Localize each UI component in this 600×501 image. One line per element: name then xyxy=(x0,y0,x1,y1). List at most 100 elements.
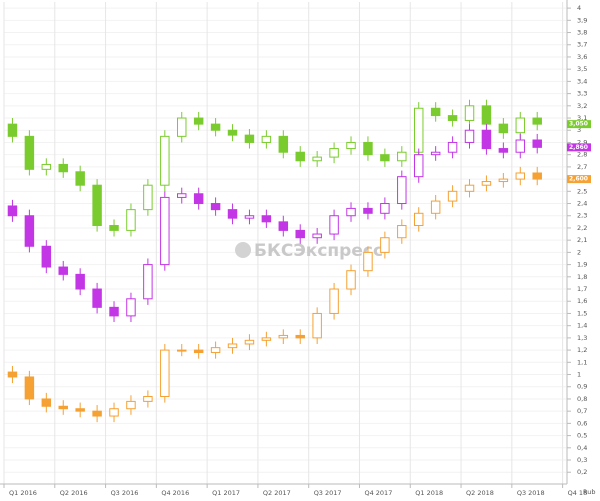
y-tick-label: 1,7 xyxy=(577,285,587,293)
y-tick-label: 0,8 xyxy=(577,395,587,403)
candle-body xyxy=(143,396,153,402)
candle-body xyxy=(515,139,526,153)
y-tick-label: 3,5 xyxy=(577,65,587,73)
y-tick-label: 3 xyxy=(577,126,581,134)
y-tick-label: 3,3 xyxy=(577,90,587,98)
y-tick-label: 2,1 xyxy=(577,236,587,244)
candle-body xyxy=(413,212,424,227)
candle-body xyxy=(295,334,305,339)
candle-body xyxy=(58,266,68,275)
y-tick-label: 2,8 xyxy=(577,151,587,159)
candle-body xyxy=(363,141,373,156)
candle-body xyxy=(413,154,424,178)
watermark: БКСЭкспресс xyxy=(254,241,383,261)
candle-body xyxy=(160,135,170,186)
candle-body xyxy=(380,203,390,214)
y-tick-label: 0,9 xyxy=(577,383,587,391)
candle-body xyxy=(430,151,441,156)
candle-body xyxy=(193,117,204,125)
candle-body xyxy=(532,117,542,125)
candle-body xyxy=(41,398,52,407)
candle-body xyxy=(329,148,339,158)
candle-body xyxy=(295,151,305,162)
y-tick-label: 3,6 xyxy=(577,53,587,61)
candle-body xyxy=(329,288,339,314)
candle-body xyxy=(193,349,204,354)
candle-body xyxy=(380,237,390,253)
candle-body xyxy=(481,181,492,186)
candle-body xyxy=(126,209,136,231)
candle-body xyxy=(532,139,542,148)
candle-body xyxy=(397,151,407,162)
x-tick-label: Q3 2016 xyxy=(111,489,139,497)
candle-body xyxy=(363,207,373,214)
candle-body xyxy=(41,163,52,170)
candle-body xyxy=(227,343,238,349)
candle-body xyxy=(363,251,373,272)
candle-body xyxy=(464,184,475,192)
x-tick-label: Q4 2016 xyxy=(161,489,189,497)
y-tick-label: 1,3 xyxy=(577,334,587,342)
y-tick-label: 0,3 xyxy=(577,456,587,464)
x-tick-label: Q3 2018 xyxy=(517,489,545,497)
candle-body xyxy=(160,349,170,398)
candle-body xyxy=(92,288,102,308)
candle-body xyxy=(312,312,322,339)
candle-body xyxy=(143,264,153,300)
x-tick-label: Q1 2017 xyxy=(212,489,240,497)
candle-body xyxy=(380,154,390,162)
candle-body xyxy=(447,141,458,153)
y-tick-label: 2 xyxy=(577,248,581,256)
candle-body xyxy=(177,117,187,137)
y-tick-label: 0,2 xyxy=(577,468,587,476)
y-tick-label: 0,5 xyxy=(577,432,587,440)
y-tick-label: 2,5 xyxy=(577,187,587,195)
candle-body xyxy=(397,176,407,205)
y-tick-label: 3,9 xyxy=(577,16,587,24)
x-tick-label: Q3 2017 xyxy=(314,489,342,497)
y-tick-label: 2,2 xyxy=(577,224,587,232)
y-tick-label: 3,7 xyxy=(577,41,587,49)
y-tick-label: 2,3 xyxy=(577,212,587,220)
watermark-logo xyxy=(235,242,251,258)
candle-body xyxy=(312,233,322,239)
candle-body xyxy=(24,215,35,247)
x-tick-label: Q4 2017 xyxy=(364,489,392,497)
y-tick-label: 3,1 xyxy=(577,114,587,122)
y-tick-label: 1 xyxy=(577,371,581,379)
x-tick-label: Q2 2017 xyxy=(263,489,291,497)
candle-body xyxy=(346,141,356,150)
y-tick-label: 0,7 xyxy=(577,407,587,415)
last-value-label: 2,600 xyxy=(569,176,588,183)
candle-body xyxy=(193,193,204,205)
candle-body xyxy=(498,148,509,153)
last-value-label: 2,860 xyxy=(569,144,588,151)
y-tick-label: 2,7 xyxy=(577,163,587,171)
candle-body xyxy=(498,178,509,183)
candle-body xyxy=(75,408,85,412)
candle-body xyxy=(481,105,492,125)
candle-body xyxy=(58,163,68,173)
y-tick-label: 1,2 xyxy=(577,346,587,354)
candle-body xyxy=(430,107,441,117)
y-tick-label: 0,4 xyxy=(577,444,587,452)
candle-body xyxy=(278,334,289,339)
last-value-tag xyxy=(567,175,591,184)
candle-body xyxy=(447,115,458,121)
candle-body xyxy=(397,225,407,239)
candle-body xyxy=(346,207,356,217)
last-value-tag xyxy=(567,143,591,152)
y-tick-label: 1,4 xyxy=(577,322,587,330)
candle-body xyxy=(464,105,475,121)
candle-body xyxy=(92,184,102,227)
candle-body xyxy=(261,215,272,223)
candle-body xyxy=(430,200,441,214)
candle-body xyxy=(210,347,221,354)
x-tick-label: Q1 2018 xyxy=(415,489,443,497)
candle-body xyxy=(244,215,255,219)
candle-body xyxy=(278,135,289,153)
candle-body xyxy=(312,156,322,162)
candle-body xyxy=(58,405,68,410)
